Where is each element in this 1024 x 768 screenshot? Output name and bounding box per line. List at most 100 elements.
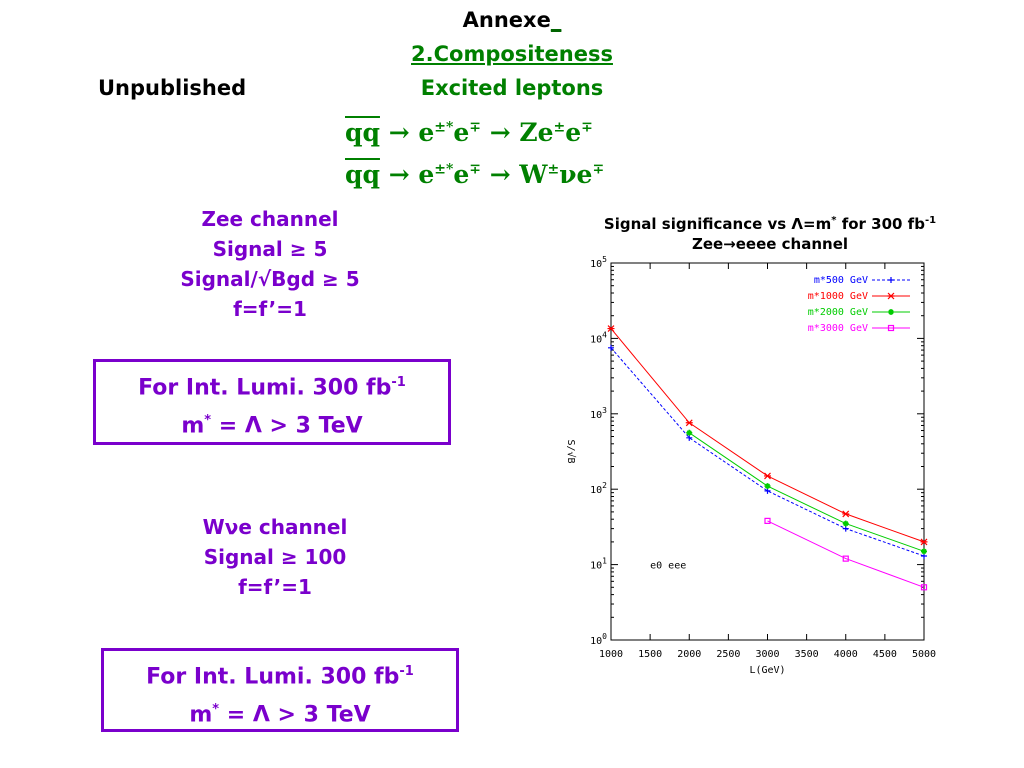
subtitle: Excited leptons [420,76,604,100]
data-point [686,429,693,436]
lumi-line-1: For Int. Lumi. 300 fb-1 [96,366,448,404]
status-label: Unpublished [98,76,247,100]
mass-limit: = Λ > 3 TeV [219,702,371,728]
x-tick-label: 4000 [834,649,858,660]
data-point [607,325,615,332]
data-point [608,344,614,351]
zee-line-1: Zee channel [201,207,339,231]
series-line [689,432,925,552]
reaction-final: Ze [519,118,554,147]
annexe-title: Annexe_ [412,8,612,32]
annexe-label: Annexe [462,8,551,32]
data-point [888,309,894,315]
data-point [888,277,894,283]
x-tick-label: 3500 [795,649,819,660]
reaction-mid2-sup: ∓ [469,119,481,136]
reaction-mid-sup: ±* [434,119,454,136]
x-tick-label: 1000 [599,649,623,660]
zee-line-4: f=f’=1 [233,297,307,321]
plot-background [548,255,948,695]
y-axis-label: S/√B [565,439,577,463]
data-point [920,584,928,591]
lumi-line-1: For Int. Lumi. 300 fb-1 [104,655,456,693]
reaction-lhs: qq [345,160,380,189]
zee-channel-block: Zee channel Signal ≥ 5 Signal/√Bgd ≥ 5 f… [150,204,390,324]
lumi-text: For Int. Lumi. 300 fb [146,664,400,690]
chart-title-sup: * [831,215,837,226]
significance-chart: 1000 1500 2000 2500 3000 3500 4000 4500 50001001… [548,255,948,695]
reaction-arrow2: → [489,160,511,189]
reaction-final2-sup: ∓ [592,161,605,178]
data-point [887,292,895,300]
chart-title: Signal significance vs Λ=m* for 300 fb-1… [560,211,980,254]
reaction-mid-sup: ±* [434,161,454,178]
data-point [686,434,693,441]
x-tick-label: 1500 [638,649,662,660]
series-line [767,520,925,588]
data-point [842,555,849,562]
lumi-text: For Int. Lumi. 300 fb [138,375,392,401]
lumi-sup: -1 [399,664,414,679]
legend-label: m*1000 GeV [808,291,868,302]
reaction-mid2-sup: ∓ [469,161,481,178]
reaction-arrow: → [388,160,410,189]
data-point [842,520,849,527]
reaction-final-sup: ± [553,119,566,136]
data-point [764,472,771,480]
reaction-final2: νe [559,160,593,189]
reaction-final2: e [565,118,582,147]
lumi-sup: -1 [391,375,406,390]
x-tick-label: 3000 [755,649,779,660]
zee-line-3: Signal/√Bgd ≥ 5 [180,267,360,291]
lumi-box-zee: For Int. Lumi. 300 fb-1 m* = Λ > 3 TeV [93,359,451,445]
reaction-mid: e [418,160,435,189]
wnue-line-1: Wνe channel [202,515,348,539]
data-point [685,419,693,427]
data-point [764,517,771,524]
data-point [764,483,771,490]
lumi-line-2: m* = Λ > 3 TeV [104,693,456,731]
x-tick-label: 2000 [677,649,701,660]
mass-sup: * [204,413,212,429]
x-tick-label: 2500 [716,649,740,660]
x-axis-label: L(GeV) [749,665,785,676]
legend-label: m*500 GeV [814,275,868,286]
zee-line-2: Signal ≥ 5 [212,237,328,261]
data-point [842,525,849,532]
reaction-arrow2: → [489,118,511,147]
x-tick-label: 5000 [912,649,936,660]
wnue-line-2: Signal ≥ 100 [203,545,347,569]
reaction-final: W [519,160,548,189]
x-tick-label: 4500 [873,649,897,660]
data-point [920,538,928,546]
chart-title-line-1: Signal significance vs Λ=m* for 300 fb-1 [560,211,980,234]
data-point [842,510,850,518]
reaction-mid2: e [453,160,470,189]
mass-label: m [181,413,205,439]
wnue-channel-block: Wνe channel Signal ≥ 100 f=f’=1 [155,512,395,602]
reaction-lhs: qq [345,118,380,147]
reaction-mid: e [418,118,435,147]
data-point [887,324,895,332]
wnue-line-3: f=f’=1 [238,575,312,599]
chart-title-a: Signal significance vs Λ=m [603,215,832,233]
lumi-line-2: m* = Λ > 3 TeV [96,404,448,442]
legend-label: m*2000 GeV [808,307,868,318]
plot-annotation: e0 eee [650,561,686,572]
mass-sup: * [212,702,220,718]
chart-title-sup2: -1 [924,215,937,226]
reaction-zee: qq → e±*e∓ → Ze±e∓ [345,118,593,147]
section-title: 2.Compositeness [411,42,613,66]
reaction-final-sup: ± [547,161,560,178]
chart-title-b: for 300 fb [836,215,925,233]
reaction-final2-sup: ∓ [581,119,593,136]
reaction-wnue: qq → e±*e∓ → W±νe∓ [345,160,604,189]
lumi-box-wnue: For Int. Lumi. 300 fb-1 m* = Λ > 3 TeV [101,648,459,732]
mass-label: m [189,702,213,728]
data-point [921,548,927,555]
annexe-cursor: _ [550,8,562,32]
reaction-mid2: e [453,118,470,147]
reaction-arrow: → [388,118,410,147]
legend-label: m*3000 GeV [808,323,868,334]
mass-limit: = Λ > 3 TeV [211,413,363,439]
